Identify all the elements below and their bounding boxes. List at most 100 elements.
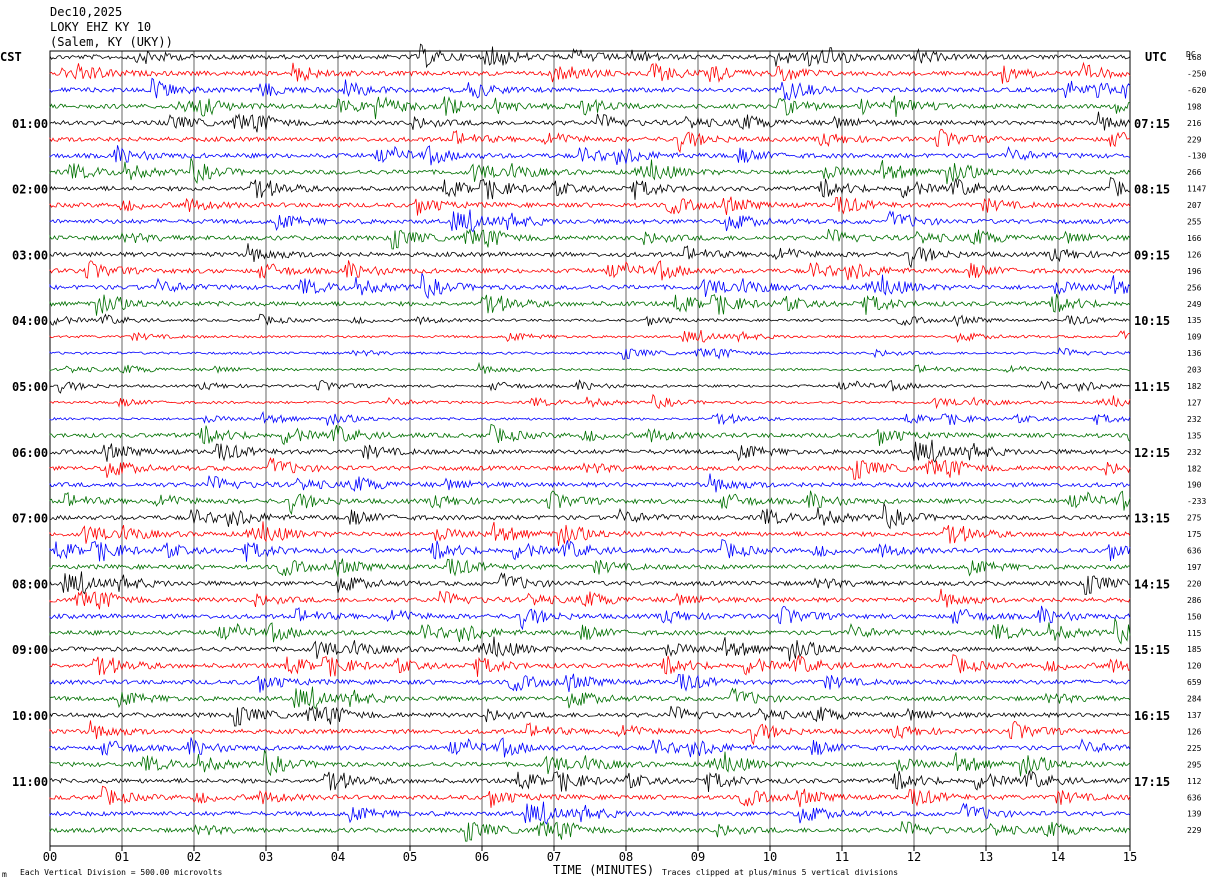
chart-date: Dec10,2025	[50, 5, 123, 19]
plot-frame	[49, 50, 1131, 847]
x-tick-label: 12	[907, 850, 921, 864]
dc-offset-label: 256	[1187, 283, 1202, 292]
seismic-trace	[49, 228, 1131, 250]
seismic-trace	[49, 654, 1131, 677]
seismic-trace	[49, 313, 1131, 328]
dc-offset-label: 136	[1187, 349, 1202, 358]
dc-offset-label: 232	[1187, 448, 1202, 457]
seismic-trace	[49, 705, 1131, 727]
dc-offset-label: 126	[1187, 727, 1202, 736]
seismic-trace	[49, 558, 1131, 577]
dc-offset-label: 249	[1187, 300, 1202, 309]
x-tick-label: 10	[763, 850, 777, 864]
x-tick-label: 13	[979, 850, 993, 864]
station-location: (Salem, KY (UKY))	[50, 35, 173, 49]
right-hour-label: 15:15	[1134, 643, 1170, 657]
station-name: LOKY EHZ KY 10	[50, 20, 152, 34]
right-hour-label: 16:15	[1134, 709, 1170, 723]
right-hour-label: 14:15	[1134, 577, 1170, 591]
seismic-trace	[49, 737, 1131, 758]
dc-offset-label: 659	[1187, 678, 1202, 687]
right-hour-label: 12:15	[1134, 446, 1170, 460]
dc-offset-label: 197	[1187, 563, 1202, 572]
dc-offset-label: 196	[1187, 267, 1202, 276]
x-tick-label: 02	[187, 850, 201, 864]
left-hour-label: 02:00	[12, 183, 48, 197]
left-hour-label: 06:00	[12, 446, 48, 460]
dc-offset-label: 207	[1187, 201, 1202, 210]
dc-offset-label: 120	[1187, 662, 1202, 671]
seismic-trace	[49, 410, 1131, 426]
seismic-trace	[49, 720, 1131, 746]
seismic-trace	[49, 571, 1131, 595]
dc-offset-label: 232	[1187, 415, 1202, 424]
dc-offset-label: 182	[1187, 464, 1202, 473]
seismic-trace	[49, 347, 1131, 360]
seismic-trace	[49, 618, 1131, 645]
dc-offset-label: -233	[1187, 497, 1206, 506]
dc-offset-label: -620	[1187, 86, 1206, 95]
dc-offset-label: 166	[1187, 234, 1202, 243]
x-tick-label: 03	[259, 850, 273, 864]
dc-offset-label: 286	[1187, 596, 1202, 605]
dc-offset-label: 185	[1187, 645, 1202, 654]
x-tick-label: 11	[835, 850, 849, 864]
seismic-trace	[49, 196, 1131, 216]
seismic-trace	[49, 77, 1131, 101]
seismic-trace	[49, 785, 1131, 808]
left-hour-label: 04:00	[12, 314, 48, 328]
dc-offset-label: 266	[1187, 168, 1202, 177]
dc-offset-label: 135	[1187, 316, 1202, 325]
right-hour-label: 09:15	[1134, 248, 1170, 262]
dc-offset-label: 1147	[1187, 185, 1206, 194]
seismic-trace	[49, 673, 1131, 693]
dc-offset-label: 126	[1187, 250, 1202, 259]
dc-offset-label: 203	[1187, 366, 1202, 375]
dc-offset-label: 168	[1187, 53, 1202, 62]
seismic-trace	[49, 128, 1131, 154]
dc-offset-label: 216	[1187, 119, 1202, 128]
seismic-trace	[49, 770, 1131, 793]
seismic-trace	[49, 423, 1131, 446]
right-hour-label: 17:15	[1134, 775, 1170, 789]
seismic-trace	[49, 503, 1131, 530]
seismic-trace	[49, 439, 1131, 463]
dc-offset-label: 127	[1187, 398, 1202, 407]
seismic-trace	[49, 177, 1131, 200]
dc-offset-label: 137	[1187, 711, 1202, 720]
dc-offset-label: 112	[1187, 777, 1202, 786]
seismic-trace	[49, 361, 1131, 374]
x-tick-label: 08	[619, 850, 633, 864]
dc-offset-label: 139	[1187, 810, 1202, 819]
left-hour-label: 09:00	[12, 643, 48, 657]
dc-offset-label: 295	[1187, 760, 1202, 769]
left-hour-label: 10:00	[12, 709, 48, 723]
x-axis-title: TIME (MINUTES)	[553, 863, 655, 877]
seismic-trace	[49, 273, 1131, 300]
dc-offset-label: 229	[1187, 826, 1202, 835]
seismic-trace	[49, 393, 1131, 410]
dc-offset-label: 225	[1187, 744, 1202, 753]
clip-note: Traces clipped at plus/minus 5 vertical …	[662, 868, 899, 877]
seismic-trace	[49, 538, 1131, 562]
left-timezone: CST	[0, 50, 22, 64]
seismic-trace	[49, 43, 1131, 69]
seismic-trace	[49, 260, 1131, 281]
left-hour-label: 08:00	[12, 577, 48, 591]
dc-offset-label: 636	[1187, 547, 1202, 556]
dc-offset-label: -250	[1187, 70, 1206, 79]
seismic-trace	[49, 61, 1131, 84]
footer-mark: m	[2, 870, 7, 879]
seismic-trace	[49, 588, 1131, 610]
seismic-trace	[49, 243, 1131, 269]
seismic-trace	[49, 686, 1131, 710]
seismic-trace	[49, 473, 1131, 493]
seismic-trace	[49, 490, 1131, 516]
seismic-trace	[49, 95, 1131, 120]
seismic-trace	[49, 209, 1131, 233]
dc-offset-label: 150	[1187, 612, 1202, 621]
left-hour-label: 07:00	[12, 512, 48, 526]
seismic-trace	[49, 801, 1131, 825]
x-tick-label: 01	[115, 850, 129, 864]
